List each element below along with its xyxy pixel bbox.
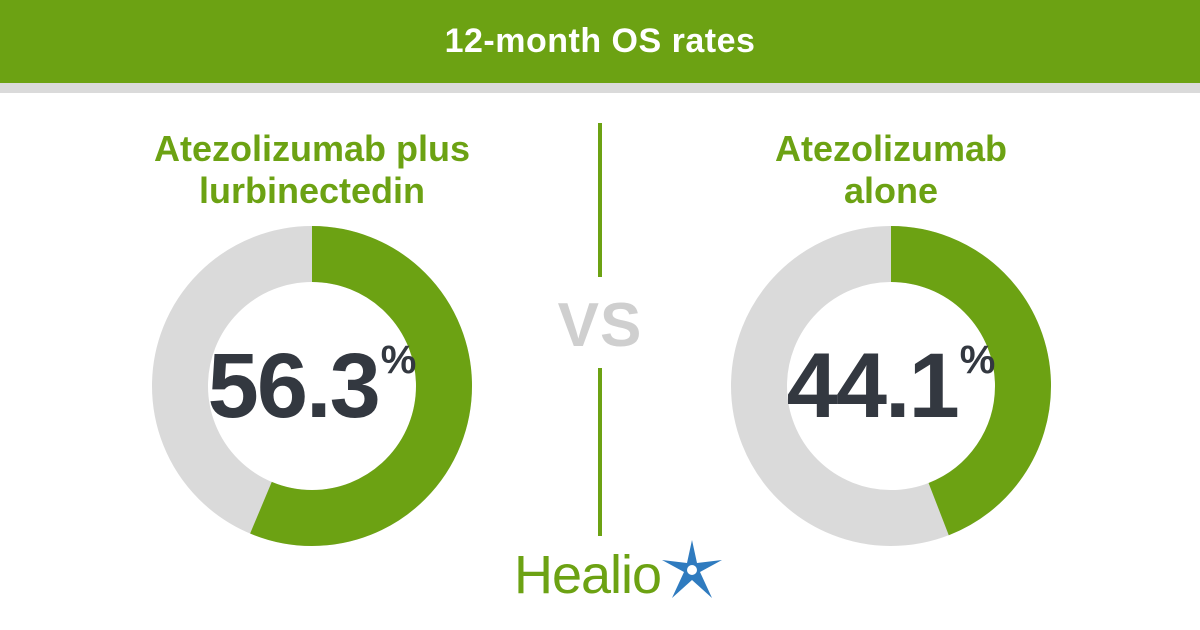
donut-svg-right (731, 226, 1051, 546)
divider-line-bottom (598, 368, 602, 536)
brand-name: Healio (514, 545, 662, 605)
header-banner: 12-month OS rates (0, 0, 1200, 83)
header-rule (0, 83, 1200, 93)
donut-chart-left: 56.3 % (152, 226, 472, 546)
group-label-right: Atezolizumab alone (774, 128, 1007, 211)
star-burst-core (687, 565, 697, 575)
value-label-right: 44.1 % (731, 226, 1051, 546)
donut-svg-left (152, 226, 472, 546)
value-label-left: 56.3 % (152, 226, 472, 546)
star-burst-icon (662, 540, 722, 598)
donut-value-arc-right (731, 226, 1051, 546)
chart-panel-left: Atezolizumab plus lurbinectedin 56.3 % (92, 128, 532, 546)
group-label-left: Atezolizumab plus lurbinectedin (153, 128, 471, 211)
divider-line-top (598, 123, 602, 277)
value-number-right: 44.1 (786, 334, 960, 437)
value-unit-left: % (380, 338, 417, 382)
healio-logo: Healio (514, 538, 724, 608)
page-title: 12-month OS rates (444, 22, 756, 60)
chart-panel-right: Atezolizumab alone 44.1 % (671, 128, 1111, 546)
vs-label: VS (557, 291, 643, 360)
donut-value-arc-left (152, 226, 472, 546)
value-unit-right: % (959, 338, 996, 382)
value-number-left: 56.3 (207, 334, 381, 437)
donut-chart-right: 44.1 % (731, 226, 1051, 546)
